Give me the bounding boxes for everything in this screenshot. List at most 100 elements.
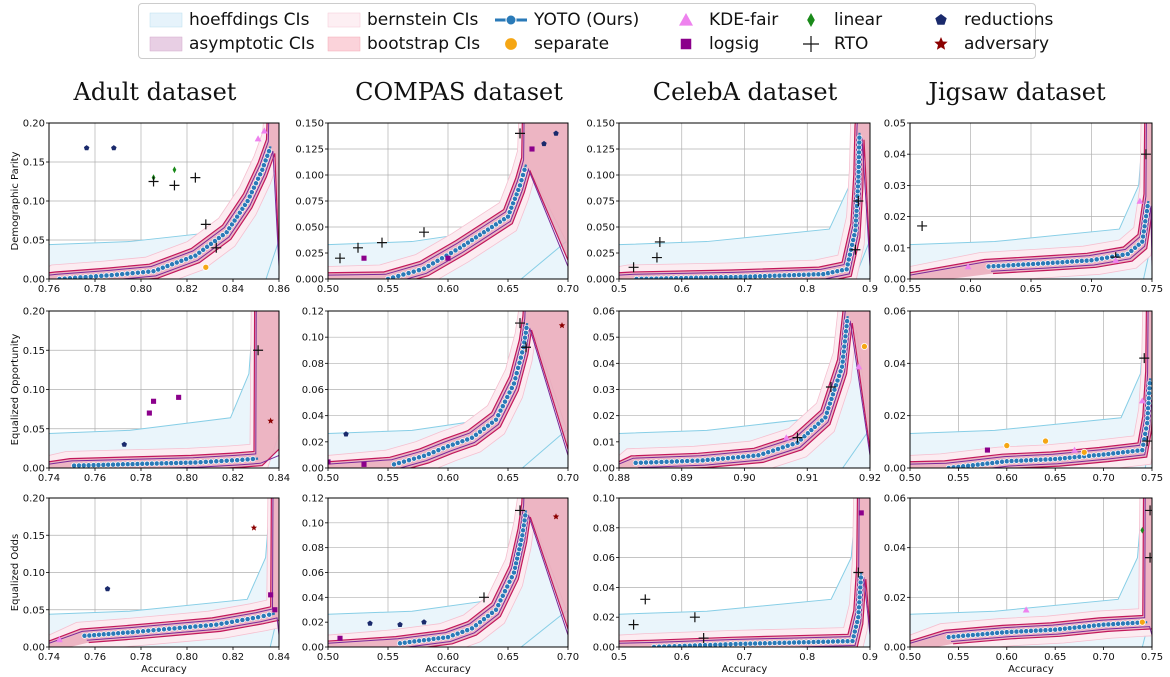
bootstrap-upper	[619, 311, 844, 463]
yoto-point	[521, 517, 528, 524]
y-tick-label: 0.02	[884, 593, 906, 604]
x-tick-label: 0.80	[176, 473, 198, 484]
yoto-point	[91, 632, 98, 639]
rto-point	[628, 262, 639, 273]
x-tick-label: 0.89	[671, 473, 693, 484]
y-tick-label: 0.12	[302, 494, 324, 505]
yoto-point	[747, 273, 754, 279]
yoto-point	[1003, 458, 1010, 465]
yoto-point	[1013, 628, 1020, 635]
yoto-point	[465, 239, 471, 246]
yoto-point	[994, 459, 1001, 466]
yoto-point	[637, 459, 644, 466]
hoeffding-band	[619, 498, 870, 647]
yoto-point	[1124, 448, 1131, 455]
yoto-point	[771, 272, 778, 279]
column-title-celeba: CelebA dataset	[652, 78, 838, 106]
yoto-point	[796, 639, 802, 646]
x-tick-label: 0.55	[377, 473, 399, 484]
yoto-point	[485, 422, 491, 429]
yoto-point	[100, 461, 107, 468]
x-tick-label: 0.91	[796, 473, 818, 484]
x-tick-label: 0.7	[737, 652, 753, 663]
yoto-point	[518, 177, 525, 184]
yoto-point	[223, 619, 230, 626]
yoto-point	[521, 166, 528, 173]
yoto-point	[709, 456, 716, 463]
rto-point	[850, 244, 861, 255]
yoto-point	[678, 275, 685, 279]
y-tick-label: 0.02	[593, 411, 615, 422]
x-tick-label: 0.78	[130, 473, 152, 484]
x-tick-label: 0.60	[437, 284, 459, 295]
yoto-point	[855, 163, 862, 170]
yoto-point	[501, 216, 507, 223]
legend-label: asymptotic CIs	[189, 34, 315, 54]
yoto-point	[854, 188, 861, 195]
kde-point	[782, 434, 790, 441]
yoto-point	[401, 458, 407, 465]
swatch-marker	[803, 36, 819, 52]
yoto-point	[1143, 213, 1150, 220]
yoto-point	[776, 272, 783, 279]
yoto-point	[204, 243, 211, 250]
y-tick-label: 0.00	[23, 464, 45, 475]
yoto-point	[825, 638, 832, 645]
x-tick-label: 0.6	[674, 652, 690, 663]
y-tick-label: 0.05	[23, 424, 45, 435]
bootstrap-lower	[142, 153, 279, 279]
bootstrap-lower	[414, 169, 568, 279]
hoeffding-upper	[49, 498, 271, 615]
asymptotic-upper	[328, 123, 525, 276]
x-tick-label: 0.60	[996, 652, 1018, 663]
yoto-point	[1057, 626, 1063, 633]
hoeffding-band	[910, 311, 1152, 468]
separate-point	[202, 263, 210, 271]
yoto-point	[732, 641, 739, 647]
x-axis-label: Accuracy	[425, 664, 471, 675]
yoto-point	[648, 459, 655, 466]
yoto-point	[145, 627, 152, 634]
yoto-point	[469, 237, 475, 243]
yoto-point	[508, 574, 515, 581]
yoto-point	[800, 639, 807, 646]
yoto-point	[425, 636, 432, 643]
bootstrap-band	[328, 311, 568, 468]
y-tick-label: 0.100	[295, 171, 324, 182]
separate-point	[1042, 437, 1049, 445]
yoto-point	[850, 633, 857, 640]
yoto-point	[1146, 385, 1152, 392]
pentagon-marker-icon	[935, 14, 947, 25]
y-tick-label: 0.05	[884, 119, 906, 130]
yoto-point	[208, 240, 214, 247]
hoeffding-upper	[619, 123, 855, 246]
legend-label: logsig	[709, 34, 760, 54]
yoto-point	[439, 255, 445, 262]
y-tick-label: 0.025	[295, 249, 324, 260]
x-tick-label: 0.9	[862, 284, 878, 295]
x-tick-label: 0.50	[317, 284, 339, 295]
x-tick-label: 0.75	[1141, 652, 1163, 663]
rto-point	[853, 196, 864, 206]
yoto-point	[1081, 623, 1088, 630]
yoto-point	[854, 619, 861, 625]
yoto-point	[757, 640, 764, 647]
yoto-point	[1095, 452, 1102, 458]
x-tick-label: 0.78	[130, 652, 152, 663]
yoto-point	[796, 271, 802, 278]
yoto-point	[979, 631, 986, 638]
yoto-point	[699, 457, 706, 464]
panel-adult-1: 0.76 0.78 0.80 0.82 0.84 0.86 0.00 0.05 0.10 0.15…	[10, 119, 290, 296]
yoto-point	[411, 638, 418, 645]
x-tick-label: 0.5	[611, 284, 627, 295]
y-tick-label: 0.075	[586, 197, 615, 208]
yoto-point	[856, 144, 863, 151]
yoto-point	[493, 416, 499, 423]
yoto-point	[449, 441, 456, 448]
yoto-point	[129, 629, 136, 636]
legend-label: bootstrap CIs	[367, 34, 481, 54]
yoto-point	[234, 457, 241, 464]
panel-adult-3: 0.74 0.76 0.78 0.80 0.82 0.84 0.00 0.05 0.10 0.15…	[10, 494, 290, 676]
column-title-adult: Adult dataset	[73, 78, 237, 106]
y-tick-label: 0.150	[586, 119, 615, 130]
